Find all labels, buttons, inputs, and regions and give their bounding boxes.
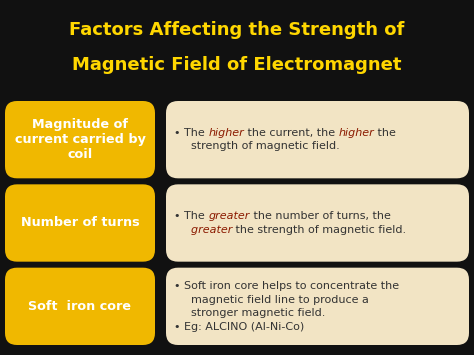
Text: the strength of magnetic field.: the strength of magnetic field. <box>232 225 407 235</box>
Text: Number of turns: Number of turns <box>21 217 139 229</box>
Text: magnetic field line to produce a: magnetic field line to produce a <box>184 295 369 305</box>
Text: greater: greater <box>208 211 250 221</box>
FancyBboxPatch shape <box>5 268 155 345</box>
Text: strength of magnetic field.: strength of magnetic field. <box>184 141 340 152</box>
Text: higher: higher <box>208 128 244 138</box>
Text: higher: higher <box>338 128 374 138</box>
Text: Soft  iron core: Soft iron core <box>28 300 131 313</box>
FancyBboxPatch shape <box>5 101 155 178</box>
Text: stronger magnetic field.: stronger magnetic field. <box>184 308 325 318</box>
Text: • The: • The <box>174 128 208 138</box>
Text: • Eg: ALCINO (Al-Ni-Co): • Eg: ALCINO (Al-Ni-Co) <box>174 322 304 332</box>
Text: Magnetic Field of Electromagnet: Magnetic Field of Electromagnet <box>72 56 402 74</box>
Text: the: the <box>374 128 396 138</box>
Text: • Soft iron core helps to concentrate the: • Soft iron core helps to concentrate th… <box>174 281 399 291</box>
FancyBboxPatch shape <box>166 184 469 262</box>
Text: the current, the: the current, the <box>244 128 338 138</box>
FancyBboxPatch shape <box>166 268 469 345</box>
FancyBboxPatch shape <box>166 101 469 178</box>
Text: the number of turns, the: the number of turns, the <box>250 211 391 221</box>
Text: greater: greater <box>184 225 232 235</box>
Text: • The: • The <box>174 211 208 221</box>
FancyBboxPatch shape <box>5 184 155 262</box>
Text: Factors Affecting the Strength of: Factors Affecting the Strength of <box>69 21 405 39</box>
Text: Magnitude of
current carried by
coil: Magnitude of current carried by coil <box>15 118 146 161</box>
